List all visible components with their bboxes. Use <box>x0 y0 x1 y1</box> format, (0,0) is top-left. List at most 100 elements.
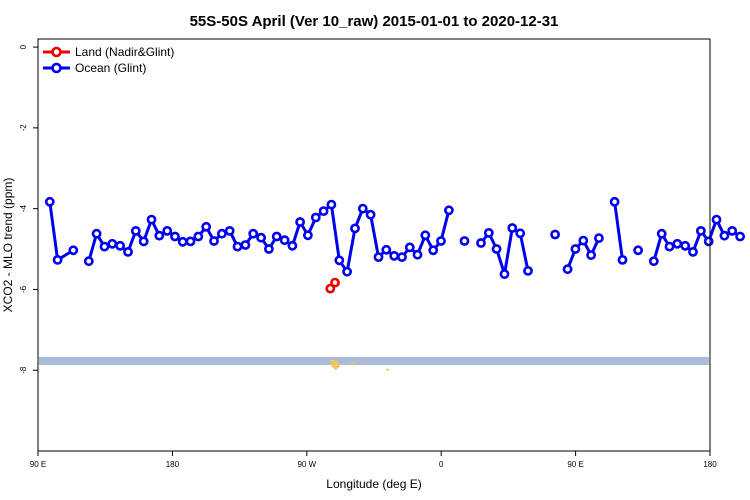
land-patch <box>351 362 355 364</box>
y-axis-title: XCO2 - MLO trend (ppm) <box>1 178 15 313</box>
legend-label: Ocean (Glint) <box>75 61 146 75</box>
data-point <box>68 245 79 256</box>
data-point <box>295 217 305 227</box>
data-point <box>170 231 180 242</box>
data-point <box>735 231 745 242</box>
data-point <box>130 225 141 236</box>
series-line <box>652 218 741 262</box>
data-point <box>162 225 173 236</box>
ocean-band <box>39 356 709 365</box>
data-point <box>107 238 118 249</box>
data-point <box>334 255 345 266</box>
data-point <box>515 228 526 239</box>
data-point <box>115 240 125 251</box>
data-point <box>330 277 340 288</box>
data-point <box>287 240 298 251</box>
data-point <box>185 236 196 247</box>
x-axis: 90 E 180 90 W 0 90 E 180 <box>30 451 717 469</box>
series-line <box>613 201 624 261</box>
data-point <box>476 238 486 248</box>
legend: Land (Nadir&Glint) Ocean (Glint) <box>43 45 174 75</box>
series-0 <box>325 277 340 294</box>
data-point <box>656 228 667 239</box>
data-point <box>365 209 376 220</box>
data-point <box>318 206 329 216</box>
data-point <box>688 246 698 257</box>
data-point <box>711 214 722 225</box>
x-tick-label: 180 <box>703 460 717 469</box>
data-point <box>696 225 706 236</box>
data-point <box>381 244 392 255</box>
data-point <box>123 246 133 257</box>
data-point <box>325 283 336 294</box>
y-tick-label: -8 <box>19 366 28 374</box>
data-point <box>436 236 446 246</box>
y-tick-label: 0 <box>19 44 28 49</box>
data-point <box>550 229 560 240</box>
data-point <box>279 235 290 246</box>
data-point <box>224 225 235 236</box>
data-point <box>389 250 400 261</box>
data-point <box>342 266 352 277</box>
data-point <box>302 230 313 241</box>
y-tick-label: -4 <box>19 205 28 213</box>
land-patch <box>386 369 389 371</box>
legend-marker <box>51 46 62 58</box>
data-point <box>138 236 149 247</box>
series-1 <box>44 196 745 279</box>
data-point <box>664 241 675 252</box>
x-axis-title: Longitude (deg E) <box>326 477 421 491</box>
data-point <box>428 245 439 256</box>
data-point <box>648 256 659 267</box>
plot-series <box>44 196 745 294</box>
land-patch <box>330 360 340 370</box>
data-point <box>586 250 596 260</box>
data-point <box>177 236 188 247</box>
data-point <box>44 196 55 207</box>
data-point <box>350 223 360 234</box>
data-point <box>459 236 470 246</box>
data-point <box>727 225 738 236</box>
data-point <box>146 214 157 225</box>
plot-frame <box>37 38 711 452</box>
data-point <box>443 205 454 216</box>
data-point <box>719 230 730 241</box>
data-point <box>310 212 321 223</box>
data-point <box>263 244 274 254</box>
data-point <box>617 254 628 265</box>
data-point <box>373 252 384 262</box>
data-point <box>412 249 423 260</box>
data-point <box>594 233 604 243</box>
data-point <box>99 241 110 252</box>
data-point <box>154 230 165 241</box>
data-point <box>397 252 407 262</box>
data-point <box>209 236 219 246</box>
x-tick-label: 90 E <box>567 460 583 469</box>
data-point <box>216 228 227 239</box>
data-point <box>672 238 683 249</box>
chart-title: 55S-50S April (Ver 10_raw) 2015-01-01 to… <box>190 13 559 30</box>
x-tick-label: 90 E <box>30 460 46 469</box>
data-point <box>240 240 251 250</box>
data-point <box>420 230 431 241</box>
data-point <box>357 203 368 214</box>
x-tick-label: 0 <box>439 460 444 469</box>
latitude-band <box>39 356 709 371</box>
legend-marker <box>51 62 62 74</box>
x-tick-label: 90 W <box>297 460 316 469</box>
data-point <box>578 235 589 246</box>
data-point <box>703 236 714 247</box>
data-point <box>570 244 581 254</box>
data-point <box>271 231 282 242</box>
data-point <box>483 227 494 238</box>
data-point <box>507 223 518 233</box>
y-tick-label: -2 <box>19 124 28 132</box>
data-point <box>248 228 259 239</box>
y-tick-label: -6 <box>19 285 28 293</box>
data-point <box>680 240 691 251</box>
data-point <box>523 265 533 276</box>
data-point <box>499 269 510 279</box>
data-point <box>256 232 266 243</box>
data-point <box>562 264 573 275</box>
